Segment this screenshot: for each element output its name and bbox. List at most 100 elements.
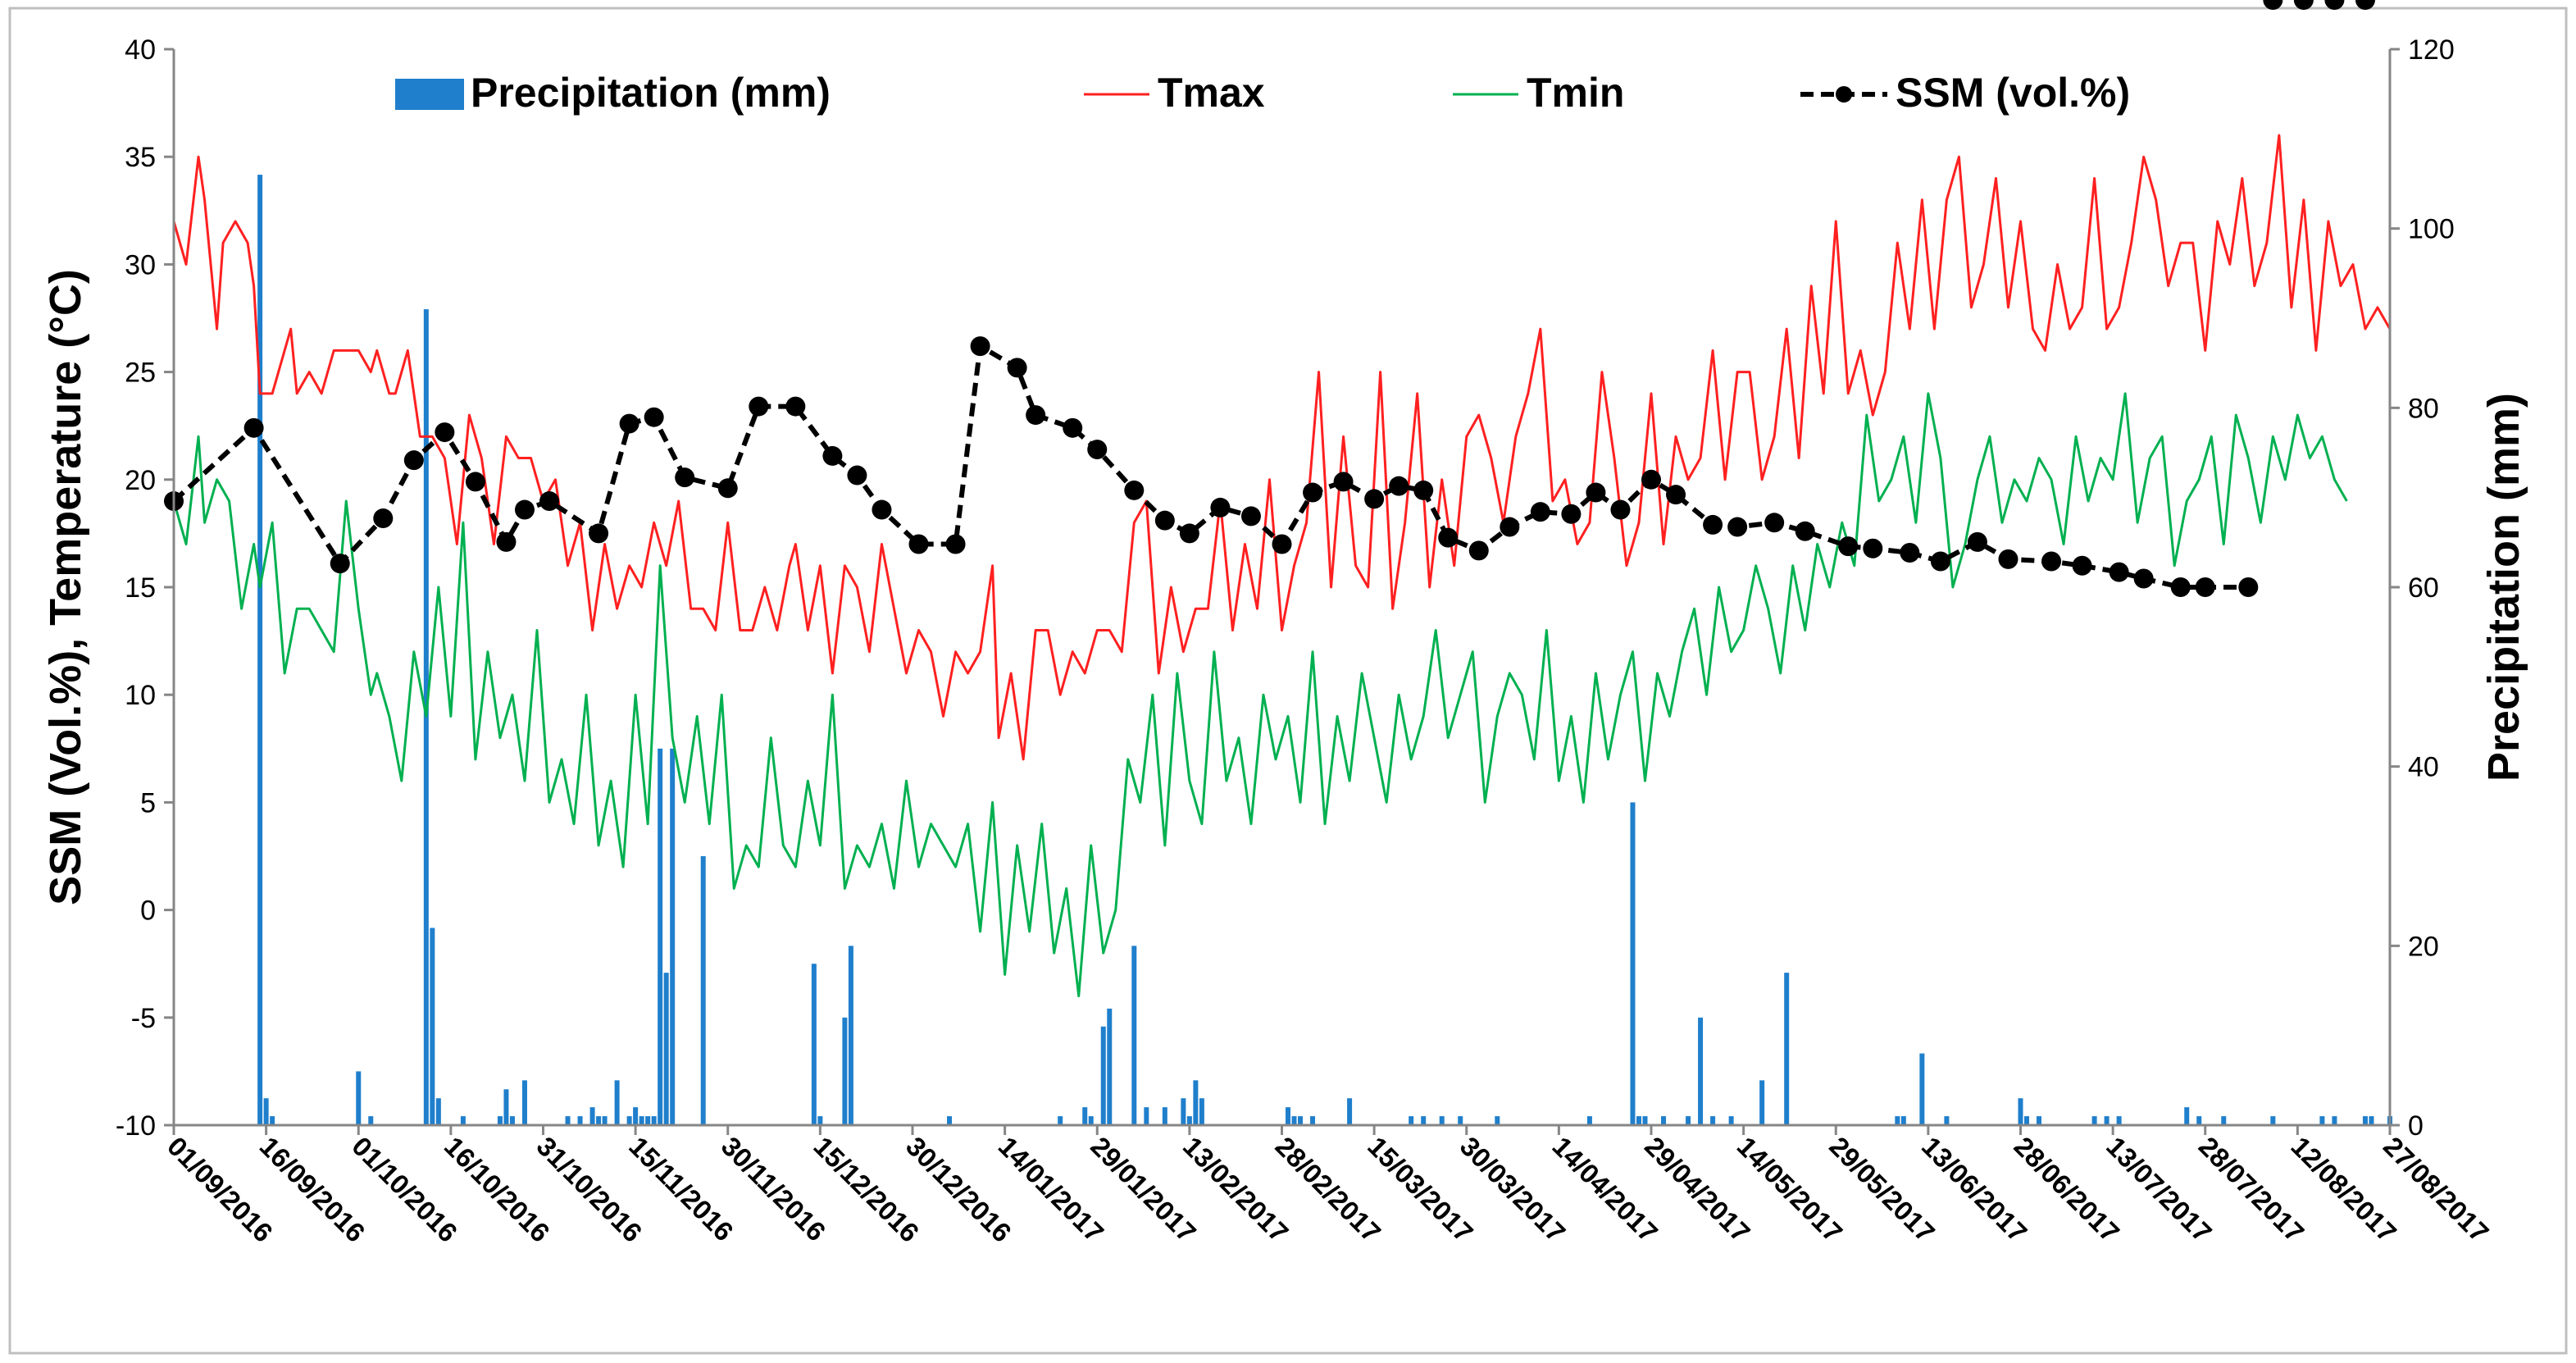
- ssm-point: [1026, 405, 1046, 426]
- precipitation-bar: [2332, 1116, 2337, 1125]
- precipitation-bar: [947, 1116, 953, 1125]
- right-tick-label: 60: [2408, 572, 2439, 604]
- precipitation-bar: [1630, 802, 1636, 1125]
- precipitation-bar: [430, 928, 435, 1125]
- precipitation-bar: [565, 1116, 571, 1125]
- left-tick-label: 20: [125, 465, 156, 496]
- ssm-point: [1154, 510, 1175, 531]
- precipitation-bar: [1162, 1107, 1167, 1125]
- ssm-point: [2133, 568, 2154, 589]
- left-tick-label: 15: [125, 572, 156, 604]
- ssm-point: [589, 523, 609, 544]
- ssm-point: [1179, 523, 1199, 544]
- right-tick-label: 100: [2408, 214, 2455, 245]
- ssm-point: [1500, 517, 1520, 537]
- ssm-point: [1727, 517, 1748, 537]
- left-tick-label: 25: [125, 358, 156, 389]
- ssm-point: [373, 508, 394, 529]
- ssm-point: [1666, 485, 1686, 505]
- precipitation-bar: [1759, 1080, 1765, 1125]
- ssm-point: [1272, 534, 1292, 554]
- precipitation-bar: [842, 1017, 848, 1125]
- ssm-point: [1838, 536, 1859, 557]
- precipitation-bar: [2018, 1098, 2023, 1125]
- precipitation-bar: [2116, 1116, 2122, 1125]
- ssm-point: [1795, 521, 1815, 541]
- precipitation-bar: [1421, 1116, 1427, 1125]
- ssm-point: [1530, 502, 1550, 522]
- ssm-point: [970, 336, 990, 357]
- precipitation-bar: [1186, 1116, 1192, 1125]
- left-tick-label: 40: [125, 34, 156, 66]
- precipitation-bar: [1900, 1116, 1906, 1125]
- ssm-line: [171, 344, 2249, 590]
- ssm-point: [717, 478, 738, 499]
- precipitation-bar: [2362, 1116, 2368, 1125]
- ssm-point: [1703, 514, 1723, 535]
- ssm-point: [945, 534, 966, 554]
- precipitation-bar: [639, 1116, 644, 1125]
- ssm-point: [1900, 543, 1920, 563]
- ssm-point: [539, 491, 560, 512]
- right-tick-label: 120: [2408, 34, 2455, 66]
- ssm-point: [435, 422, 455, 443]
- left-tick-label: 30: [125, 249, 156, 280]
- legend-precip-label: Precipitation (mm): [471, 70, 831, 116]
- ssm-point: [1303, 482, 1323, 503]
- precipitation-bar: [589, 1107, 595, 1125]
- ssm-point: [496, 531, 517, 552]
- tmin-series: [172, 392, 2348, 998]
- right-tick-label: 80: [2408, 393, 2439, 424]
- right-tick-label: 0: [2408, 1110, 2424, 1142]
- ssm-point: [465, 472, 485, 492]
- precipitation-bar: [633, 1107, 639, 1125]
- ssm-point: [1210, 497, 1231, 517]
- precipitation-bar: [257, 175, 263, 1126]
- legend-ssm-label: SSM (vol.%): [1896, 70, 2130, 116]
- ssm-point: [1610, 499, 1631, 520]
- ssm-point: [1586, 482, 1606, 503]
- ssm-point: [2195, 577, 2215, 597]
- precipitation-bar: [651, 1116, 657, 1125]
- left-tick-label: -10: [116, 1110, 156, 1142]
- precipitation-bar: [1107, 1008, 1113, 1125]
- ssm-point: [2109, 562, 2129, 582]
- ssm-point: [675, 467, 695, 488]
- ssm-point: [619, 413, 639, 434]
- ssm-point: [1063, 417, 1083, 438]
- precipitation-bar: [658, 748, 663, 1125]
- precipitation-bar: [1131, 946, 1137, 1125]
- ssm-point: [2072, 555, 2092, 576]
- precipitation-bar: [602, 1116, 608, 1125]
- left-axis-ticks: -10 -5 0 5 10 15 20 25 30 35 40: [116, 34, 174, 1142]
- left-tick-label: 5: [140, 787, 156, 818]
- ssm-point: [243, 417, 264, 438]
- precipitation-bar: [1944, 1116, 1950, 1125]
- precipitation-bar: [1784, 973, 1790, 1125]
- ssm-point: [1124, 480, 1145, 500]
- legend-precip-swatch: [395, 79, 464, 110]
- precipitation-bar: [1439, 1116, 1445, 1125]
- precipitation-bar: [1636, 1116, 1641, 1125]
- precipitation-bar: [521, 1080, 527, 1125]
- precipitation-bar: [1298, 1116, 1304, 1125]
- precipitation-bar: [1919, 1053, 1925, 1125]
- precipitation-bar: [1286, 1107, 1291, 1125]
- ssm-point: [908, 534, 929, 554]
- precipitation-bar: [1347, 1098, 1353, 1125]
- ssm-point: [847, 465, 867, 485]
- precipitation-bar: [2196, 1116, 2202, 1125]
- precipitation-bar: [1642, 1116, 1648, 1125]
- left-tick-label: 0: [140, 896, 156, 927]
- chart-frame: [8, 7, 2568, 1355]
- precipitation-bar: [670, 748, 676, 1125]
- ssm-point: [1389, 476, 1409, 496]
- precipitation-bar: [1495, 1116, 1500, 1125]
- precipitation-bar: [2221, 1116, 2227, 1125]
- legend-ssm-marker: [1836, 86, 1852, 103]
- ssm-point: [1468, 540, 1489, 561]
- left-tick-label: 35: [125, 142, 156, 173]
- ssm-point: [1364, 489, 1385, 509]
